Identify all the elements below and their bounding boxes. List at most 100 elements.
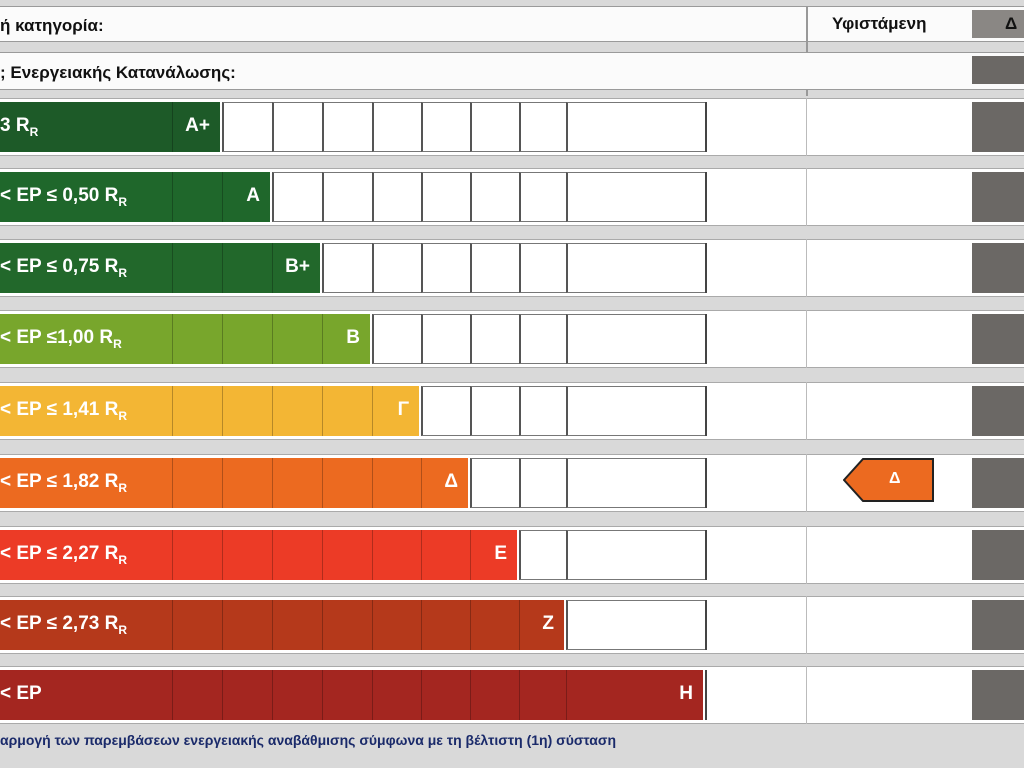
range-subscript: R [118, 408, 128, 423]
bar-divider [519, 600, 520, 650]
gray-cell [972, 172, 1024, 222]
bar-divider [222, 530, 223, 580]
bar-divider [322, 386, 323, 436]
grid-cell [470, 458, 519, 508]
bar-divider [222, 458, 223, 508]
range-subscript: R [118, 194, 128, 209]
consumption-label: ; Ενεργειακής Κατανάλωσης: [0, 63, 236, 82]
energy-bar: < EP ≤ 0,75 RR B+ [0, 243, 320, 293]
column-line [806, 454, 807, 512]
range-label: < EP [0, 683, 42, 705]
class-letter: B [346, 327, 360, 348]
energy-bar: < EP ≤ 2,73 RR Z [0, 600, 564, 650]
grid-cell [322, 102, 372, 152]
class-letter: Z [542, 613, 554, 634]
range-subscript: R [113, 336, 122, 351]
range-label: 3 RR [0, 115, 38, 139]
grid-cell [470, 243, 519, 293]
bar-divider [272, 670, 273, 720]
grid-cell [470, 386, 519, 436]
grid-cell [322, 172, 372, 222]
energy-bar: < EP ≤1,00 RR B [0, 314, 370, 364]
bar-divider [172, 172, 173, 222]
bar-divider [372, 600, 373, 650]
grid-cell [372, 172, 421, 222]
grid-cell [222, 102, 272, 152]
bar-divider [421, 670, 422, 720]
column-line [806, 310, 807, 368]
range-label: < EP ≤ 1,82 RR [0, 471, 127, 495]
grid-cell [421, 172, 470, 222]
grid-cell [519, 243, 566, 293]
bar-divider [372, 458, 373, 508]
range-text: < EP ≤ 2,27 R [0, 543, 119, 564]
gray-cell [972, 102, 1024, 152]
grid-cell [519, 172, 566, 222]
grid-cell [566, 172, 705, 222]
bar-divider [222, 243, 223, 293]
bar-divider [172, 386, 173, 436]
grid-edge [705, 314, 707, 364]
range-label: < EP ≤ 0,50 RR [0, 185, 127, 209]
bar-divider [372, 386, 373, 436]
bar-divider [272, 530, 273, 580]
grid-cell [566, 386, 705, 436]
bar-divider [222, 386, 223, 436]
range-subscript: R [118, 622, 128, 637]
range-label: < EP ≤ 2,27 RR [0, 543, 127, 567]
grid-cell [566, 102, 705, 152]
grid-cell [566, 600, 705, 650]
gray-cell [972, 670, 1024, 720]
bar-divider [566, 670, 567, 720]
range-text: < EP ≤1,00 R [0, 327, 114, 348]
grid-cell [566, 314, 705, 364]
gray-cell [972, 458, 1024, 508]
grid-cell [566, 458, 705, 508]
class-letter: Δ [444, 471, 458, 492]
marker-text: Δ [889, 470, 901, 487]
grid-cell [372, 102, 421, 152]
bar-divider [322, 600, 323, 650]
range-text: < EP ≤ 1,41 R [0, 399, 119, 420]
bar-divider [421, 600, 422, 650]
gray-cell [972, 56, 1024, 84]
grid-cell [470, 102, 519, 152]
bar-divider [172, 102, 173, 152]
energy-bar: < EP H [0, 670, 703, 720]
grid-cell [421, 243, 470, 293]
range-text: < EP [0, 683, 42, 704]
grid-cell [372, 243, 421, 293]
category-label: ή κατηγορία: [0, 16, 104, 35]
range-text: < EP ≤ 2,73 R [0, 613, 119, 634]
bar-divider [222, 670, 223, 720]
bar-divider [421, 458, 422, 508]
grid-cell [519, 530, 566, 580]
header-row [0, 6, 1024, 42]
consumption-row [0, 52, 1024, 90]
grid-cell [566, 530, 705, 580]
bar-divider [272, 243, 273, 293]
range-text: < EP ≤ 1,82 R [0, 471, 119, 492]
bar-divider [172, 670, 173, 720]
range-subscript: R [118, 265, 128, 280]
class-letter: H [679, 683, 693, 704]
current-class-marker: Δ [842, 458, 935, 502]
column-line [806, 98, 807, 156]
grid-cell [421, 314, 470, 364]
range-text: < EP ≤ 0,50 R [0, 185, 119, 206]
class-letter: A+ [185, 115, 210, 136]
energy-bar: < EP ≤ 1,82 RR Δ [0, 458, 468, 508]
class-letter: A [246, 185, 260, 206]
gray-cell [972, 530, 1024, 580]
grid-edge [705, 670, 707, 720]
grid-edge [705, 530, 707, 580]
bar-divider [172, 458, 173, 508]
grid-cell [566, 243, 705, 293]
grid-edge [705, 172, 707, 222]
class-letter: B+ [285, 256, 310, 277]
bar-divider [172, 314, 173, 364]
range-subscript: R [118, 552, 128, 567]
bar-divider [172, 243, 173, 293]
range-subscript: R [118, 480, 128, 495]
gray-cell [972, 386, 1024, 436]
